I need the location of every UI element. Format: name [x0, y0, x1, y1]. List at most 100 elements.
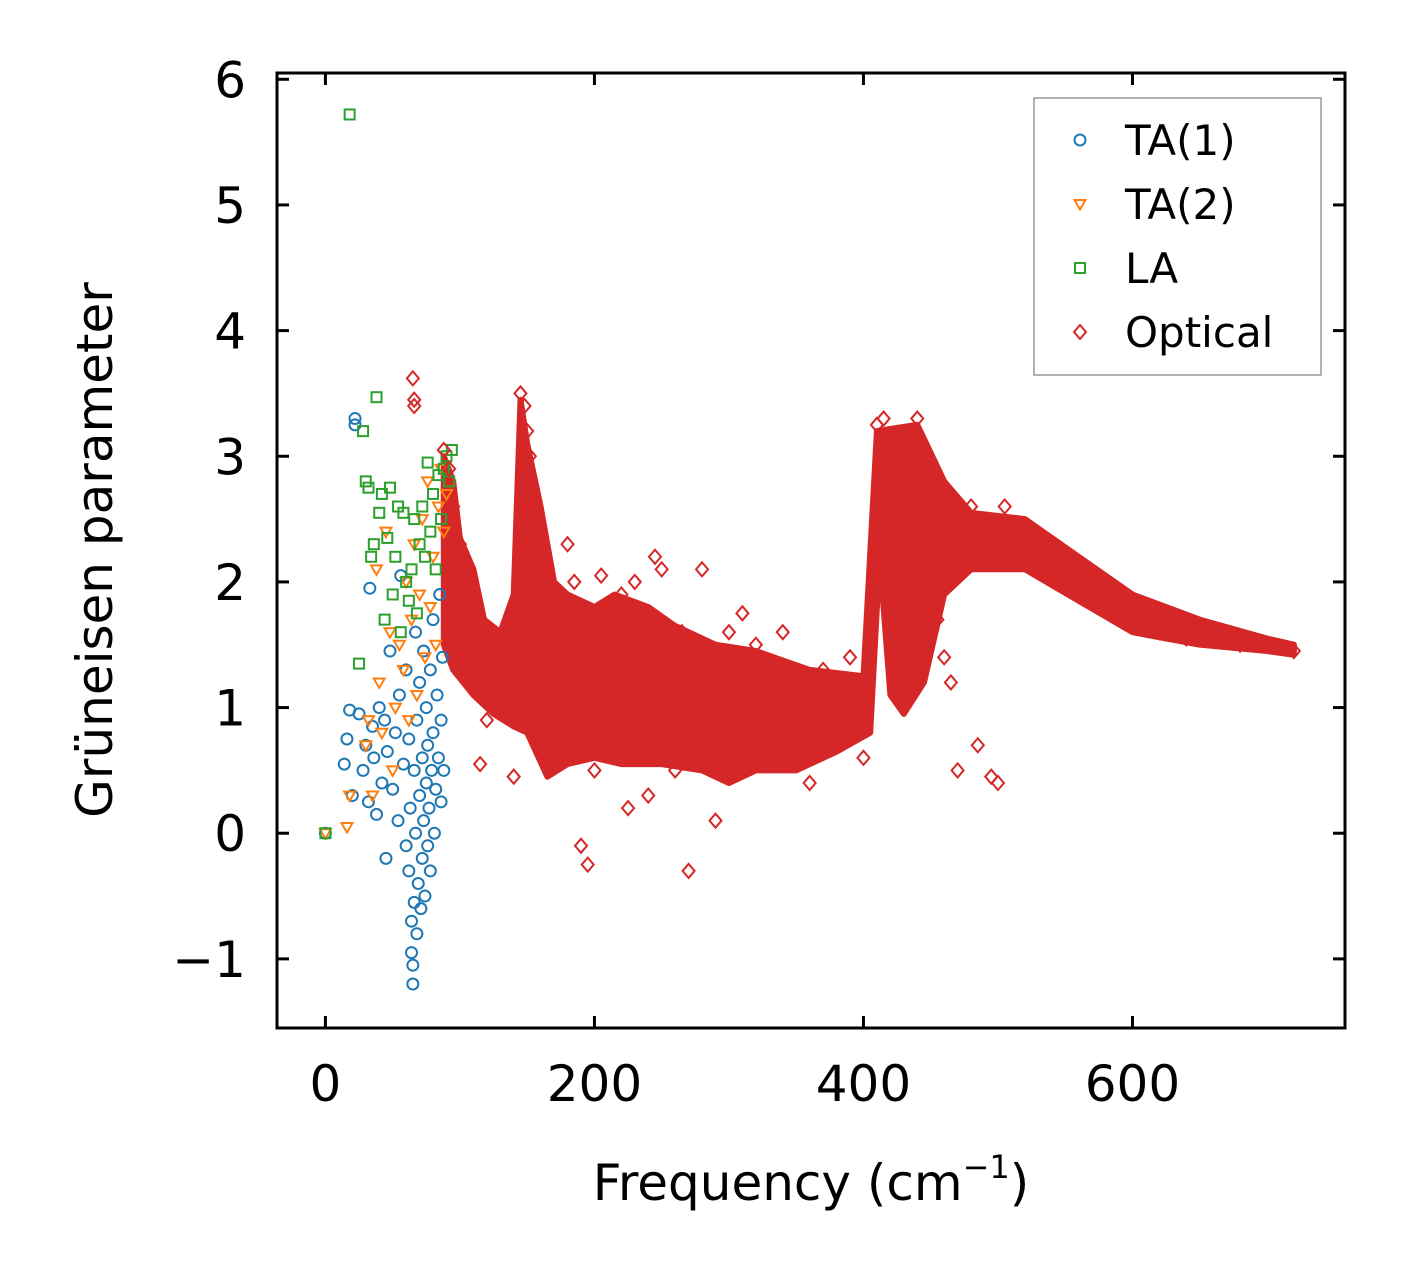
data-point: [1286, 642, 1302, 660]
legend-label: Optical: [1125, 308, 1273, 357]
data-point: [688, 724, 703, 742]
legend-entry: LA: [1074, 244, 1178, 293]
data-point: [413, 675, 427, 689]
data-point: [357, 425, 370, 438]
legend-entry: Optical: [1072, 308, 1273, 357]
data-point: [566, 573, 582, 591]
data-point: [413, 538, 426, 551]
data-point: [383, 481, 396, 494]
data-point: [421, 738, 435, 752]
data-point: [681, 862, 696, 880]
data-point: [479, 711, 495, 729]
data-point: [402, 594, 415, 607]
y-tick-label: 3: [214, 428, 246, 486]
data-point: [361, 795, 375, 809]
data-point: [1044, 535, 1060, 553]
data-point: [856, 749, 871, 767]
plot-frame: [275, 71, 1347, 1030]
x-tick-label: 0: [310, 1055, 342, 1113]
data-point: [421, 456, 434, 469]
data-point: [434, 713, 448, 727]
data-point: [600, 611, 616, 629]
data-point: [634, 636, 649, 654]
data-point: [419, 701, 433, 715]
data-point: [422, 801, 436, 815]
data-point: [436, 526, 452, 540]
data-point: [909, 410, 925, 428]
series-optical: [405, 369, 1302, 880]
data-point: [815, 661, 831, 679]
data-point: [640, 786, 656, 805]
data-point: [441, 460, 457, 478]
data-point: [1017, 523, 1033, 541]
legend-marker: [1072, 323, 1088, 341]
data-point: [439, 488, 454, 502]
optical-density-region: [440, 396, 1297, 786]
data-point: [896, 435, 912, 453]
series-la: [319, 108, 458, 840]
data-point: [363, 581, 377, 595]
data-point: [802, 774, 817, 792]
data-point: [468, 648, 484, 666]
data-point: [701, 673, 717, 691]
data-point: [378, 613, 391, 626]
data-point: [580, 856, 596, 874]
data-point: [429, 563, 442, 576]
data-point: [775, 623, 791, 641]
data-point: [614, 585, 629, 604]
data-points: [318, 108, 1302, 991]
data-point: [728, 724, 743, 742]
data-point: [607, 673, 622, 691]
data-point: [397, 506, 410, 519]
data-point: [627, 573, 643, 591]
data-point: [560, 535, 575, 553]
data-point: [417, 814, 431, 828]
data-point: [433, 587, 447, 601]
optical-dense-band: [440, 396, 1297, 786]
data-point: [425, 763, 439, 777]
data-point: [418, 889, 432, 903]
y-tick-label: 5: [214, 177, 246, 235]
data-point: [359, 475, 372, 488]
data-point: [339, 821, 355, 835]
data-point: [391, 814, 405, 828]
data-point: [1125, 598, 1140, 616]
data-point: [842, 648, 858, 666]
data-point: [372, 701, 386, 715]
data-point: [708, 812, 723, 830]
data-point: [423, 663, 437, 677]
data-point: [694, 560, 710, 578]
data-point: [407, 763, 421, 777]
data-point: [427, 487, 440, 500]
data-point: [406, 397, 422, 415]
data-point: [388, 702, 403, 716]
data-point: [342, 790, 357, 804]
legend-entry: TA(2): [1072, 180, 1236, 229]
data-point: [405, 369, 421, 387]
data-point: [386, 588, 399, 601]
y-tick-label: 1: [214, 680, 246, 738]
x-axis-label-main: Frequency (cm: [593, 1154, 963, 1212]
y-tick-label: 4: [214, 303, 246, 361]
data-point: [1098, 585, 1113, 604]
y-tick-label: 0: [214, 805, 246, 863]
data-point: [370, 391, 383, 404]
data-point: [472, 755, 488, 773]
data-point: [429, 782, 443, 796]
data-point: [411, 876, 425, 890]
data-point: [392, 688, 406, 702]
data-point: [990, 774, 1006, 792]
data-point: [417, 644, 431, 658]
data-point: [526, 485, 542, 503]
data-point: [950, 761, 965, 779]
data-point: [431, 751, 445, 765]
data-point: [943, 673, 959, 691]
legend-marker: [1073, 133, 1087, 147]
x-tick-label: 600: [1085, 1055, 1180, 1113]
data-point: [436, 441, 452, 459]
data-point: [735, 604, 750, 622]
data-point: [963, 497, 979, 516]
data-point: [883, 472, 898, 490]
data-point: [437, 763, 451, 777]
